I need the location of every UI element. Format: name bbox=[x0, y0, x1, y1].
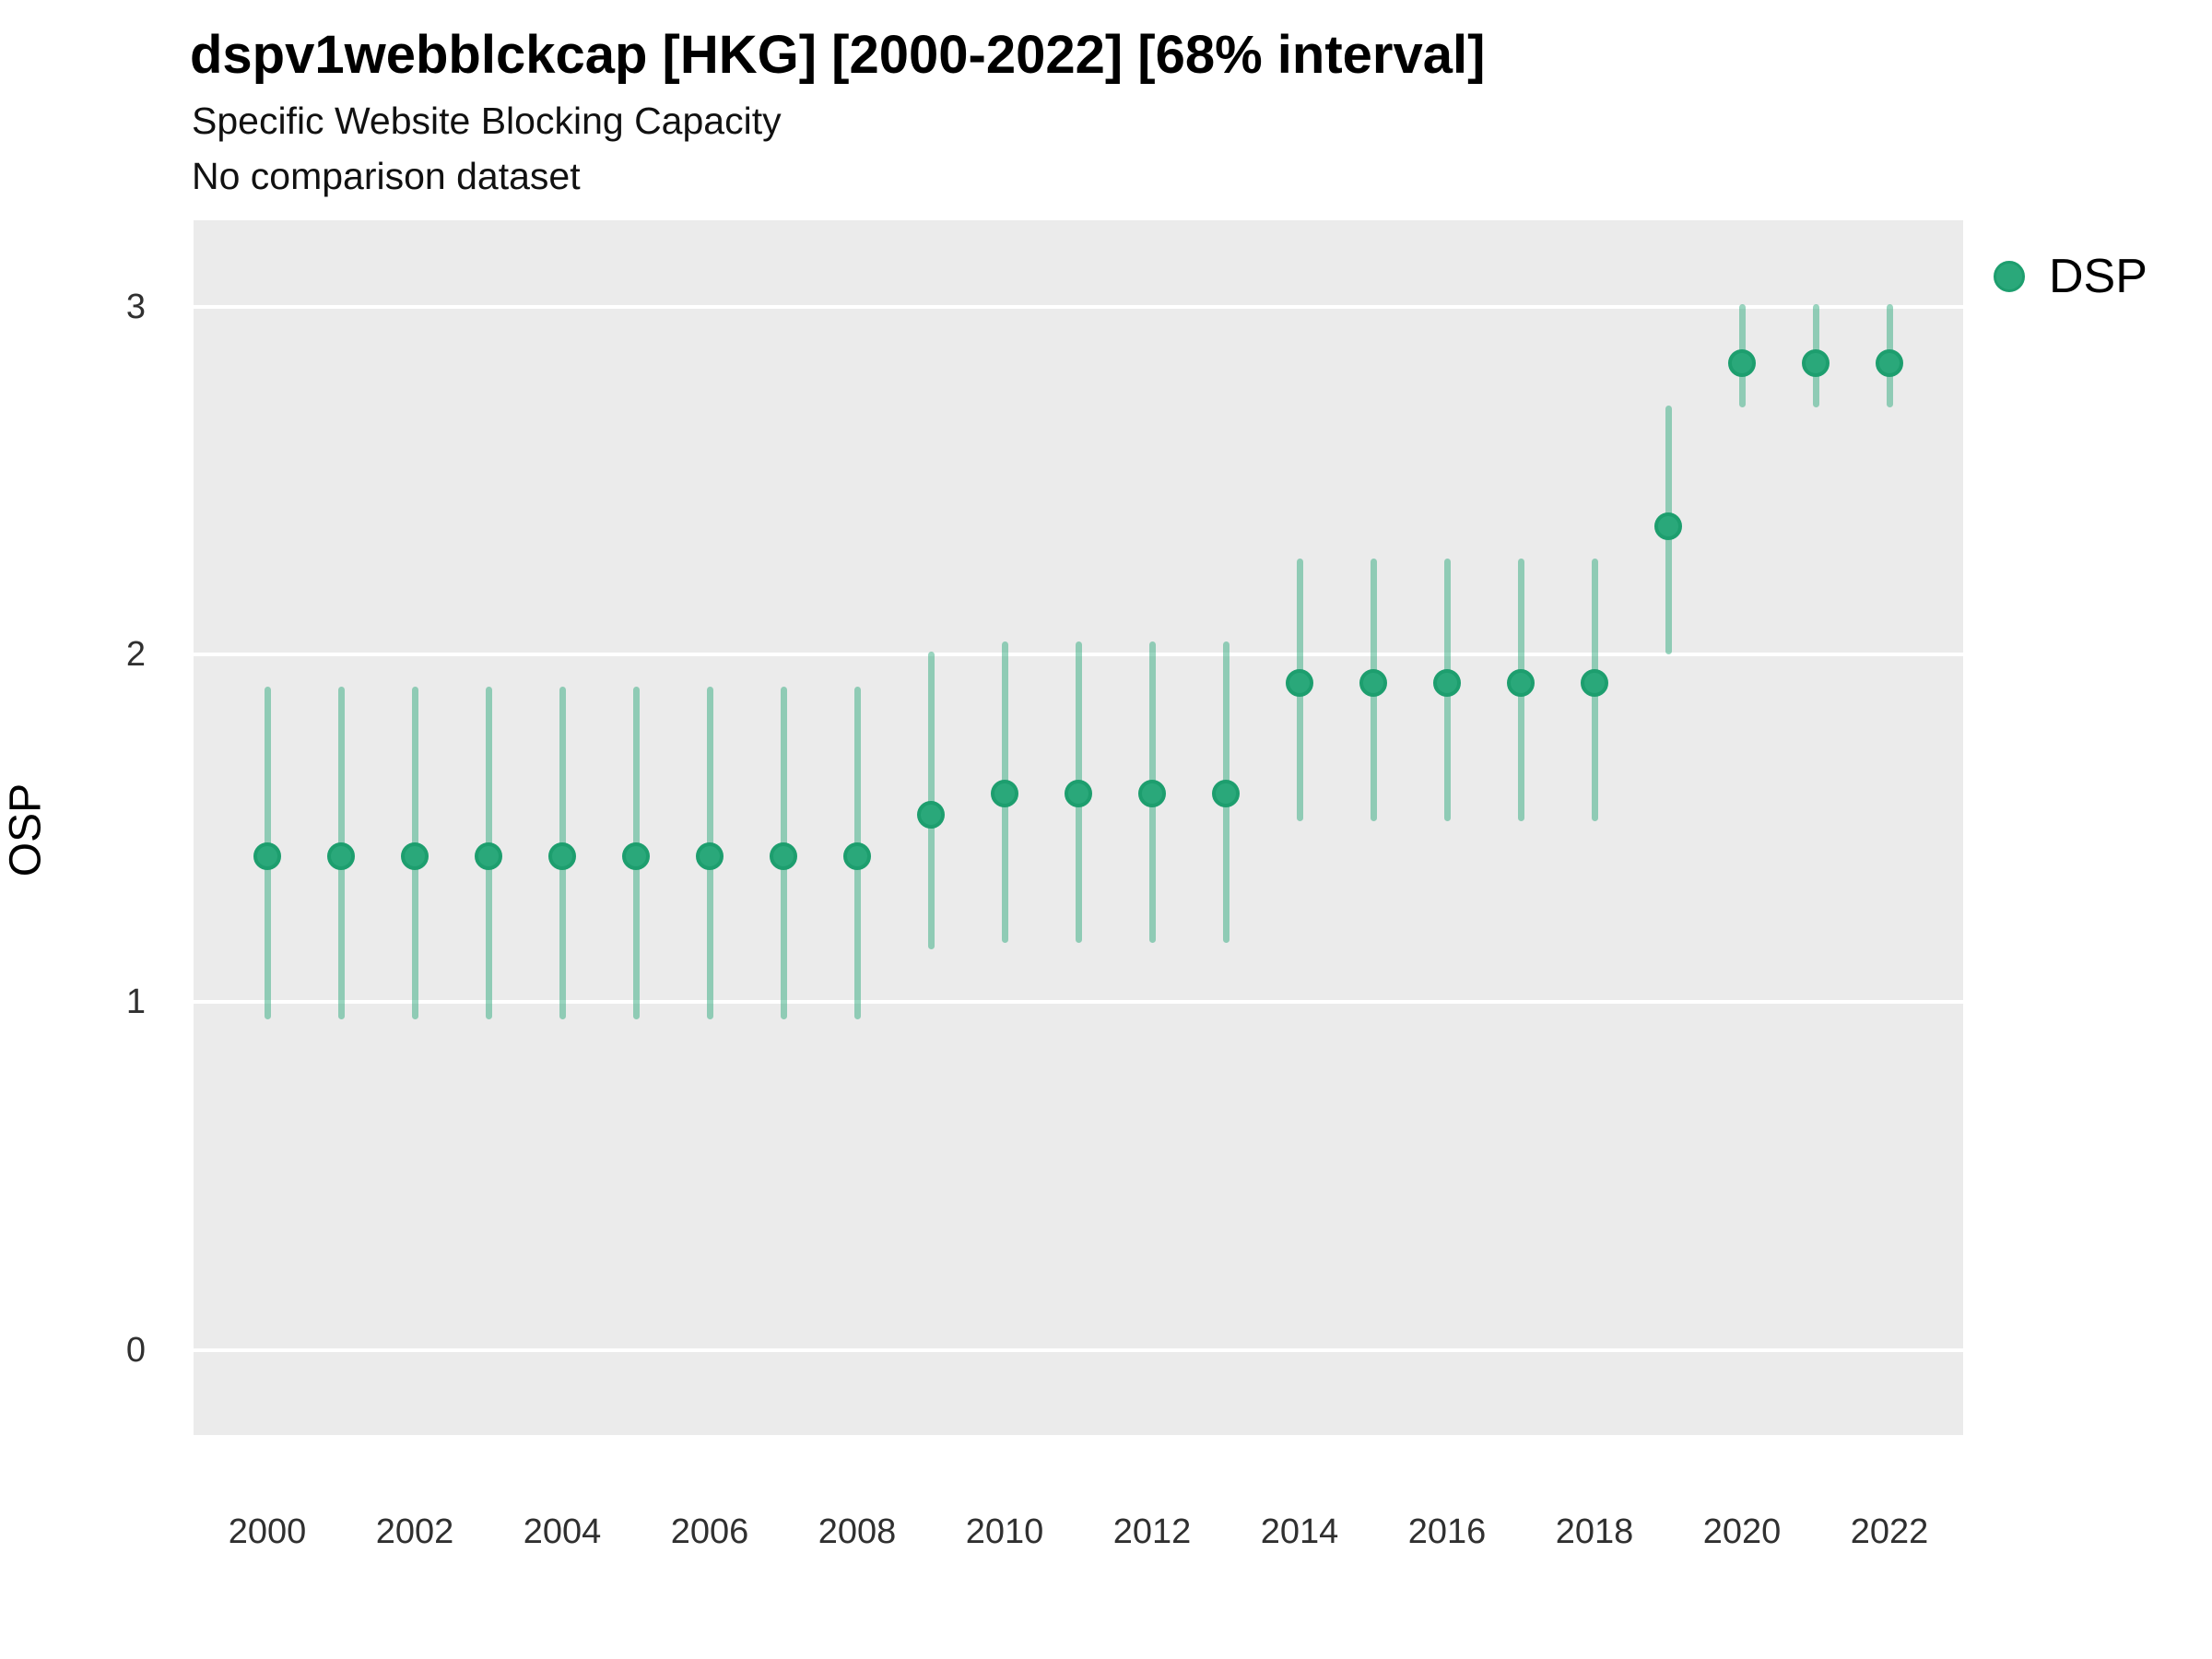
data-point-2020 bbox=[1728, 348, 1756, 377]
gridline-y-1 bbox=[194, 1000, 1963, 1005]
y-axis-title: OSP bbox=[1, 782, 51, 877]
data-point-2002 bbox=[401, 842, 429, 871]
chart-subtitle: Specific Website Blocking Capacity bbox=[192, 100, 782, 142]
x-tick-label-2020: 2020 bbox=[1702, 1512, 1782, 1551]
data-point-2007 bbox=[770, 842, 797, 871]
y-tick-label-0: 0 bbox=[125, 1330, 146, 1370]
x-tick-label-2014: 2014 bbox=[1260, 1512, 1339, 1551]
gridline-y-0 bbox=[194, 1347, 1963, 1352]
y-tick-label-2: 2 bbox=[125, 635, 146, 675]
legend-marker-icon bbox=[1994, 261, 2025, 292]
gridline-y-3 bbox=[194, 305, 1963, 310]
data-point-2000 bbox=[253, 842, 281, 871]
x-tick-label-2006: 2006 bbox=[670, 1512, 749, 1551]
data-point-2016 bbox=[1433, 668, 1461, 697]
x-tick-label-2000: 2000 bbox=[228, 1512, 307, 1551]
data-point-2019 bbox=[1654, 512, 1682, 540]
data-point-2010 bbox=[991, 780, 1018, 808]
data-point-2008 bbox=[843, 842, 871, 871]
y-tick-label-1: 1 bbox=[125, 982, 146, 1022]
x-tick-label-2008: 2008 bbox=[818, 1512, 897, 1551]
chart-title: dspv1webblckcap [HKG] [2000-2022] [68% i… bbox=[190, 25, 1486, 85]
x-tick-label-2022: 2022 bbox=[1850, 1512, 1929, 1551]
data-point-2012 bbox=[1138, 780, 1166, 808]
x-tick-label-2002: 2002 bbox=[375, 1512, 454, 1551]
x-tick-label-2004: 2004 bbox=[523, 1512, 602, 1551]
chart-note: No comparison dataset bbox=[192, 155, 581, 197]
data-point-2009 bbox=[917, 800, 945, 829]
data-point-2004 bbox=[548, 842, 576, 871]
y-tick-label-3: 3 bbox=[125, 288, 146, 327]
x-tick-label-2012: 2012 bbox=[1112, 1512, 1192, 1551]
x-tick-label-2010: 2010 bbox=[965, 1512, 1044, 1551]
interval-bar-2009 bbox=[927, 652, 935, 950]
x-tick-label-2016: 2016 bbox=[1407, 1512, 1487, 1551]
legend: DSP bbox=[1994, 249, 2147, 304]
data-point-2014 bbox=[1286, 668, 1313, 697]
legend-label: DSP bbox=[2049, 250, 2147, 303]
data-point-2003 bbox=[475, 842, 502, 871]
gridline-y-2 bbox=[194, 653, 1963, 657]
plot-panel bbox=[194, 220, 1963, 1435]
data-point-2022 bbox=[1876, 348, 1903, 377]
data-point-2013 bbox=[1212, 780, 1240, 808]
data-point-2001 bbox=[327, 842, 355, 871]
data-point-2017 bbox=[1507, 668, 1535, 697]
data-point-2018 bbox=[1581, 668, 1608, 697]
data-point-2011 bbox=[1065, 780, 1092, 808]
data-point-2005 bbox=[622, 842, 650, 871]
data-point-2021 bbox=[1802, 348, 1830, 377]
data-point-2006 bbox=[696, 842, 724, 871]
x-tick-label-2018: 2018 bbox=[1555, 1512, 1634, 1551]
data-point-2015 bbox=[1359, 668, 1387, 697]
